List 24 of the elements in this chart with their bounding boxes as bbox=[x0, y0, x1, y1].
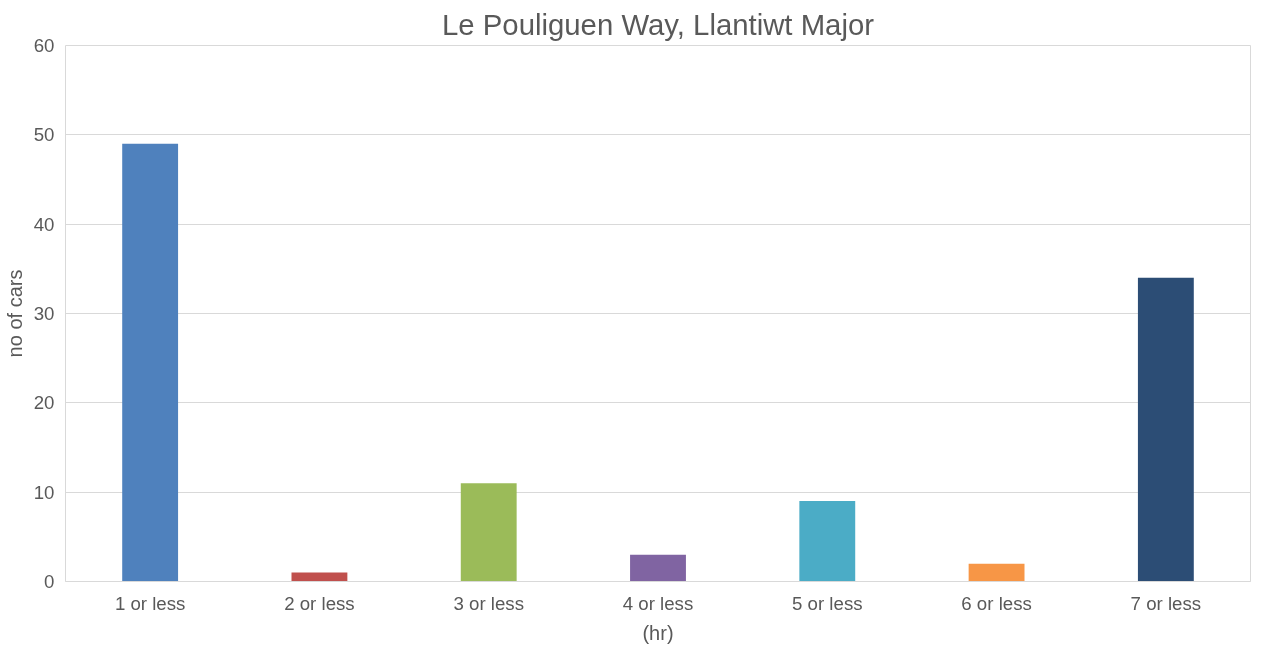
x-tick-label: 3 or less bbox=[453, 592, 524, 614]
x-tick-label: 7 or less bbox=[1130, 592, 1202, 614]
x-tick-label: 5 or less bbox=[792, 592, 863, 614]
bar bbox=[968, 563, 1025, 582]
y-tick-label: 50 bbox=[33, 124, 55, 146]
y-tick-label: 30 bbox=[33, 303, 55, 324]
y-tick-label: 10 bbox=[33, 481, 55, 503]
bar bbox=[799, 501, 856, 582]
x-tick-label: 1 or less bbox=[114, 592, 186, 614]
y-tick-label: 40 bbox=[33, 213, 55, 235]
bar bbox=[291, 572, 348, 582]
y-tick-label: 20 bbox=[33, 392, 55, 414]
x-tick-label: 2 or less bbox=[284, 592, 355, 614]
x-tick-label: 4 or less bbox=[622, 592, 694, 614]
bar bbox=[460, 483, 517, 582]
y-tick-label: 0 bbox=[44, 571, 55, 592]
bar bbox=[630, 554, 686, 582]
bar bbox=[122, 143, 179, 582]
x-axis-title: (hr) bbox=[642, 621, 674, 644]
y-axis-title: no of cars bbox=[3, 269, 26, 358]
y-tick-label: 60 bbox=[33, 35, 55, 56]
x-tick-label: 6 or less bbox=[961, 592, 1032, 614]
bar bbox=[1137, 277, 1194, 582]
chart-title: Le Pouliguen Way, Llantiwt Major bbox=[442, 7, 875, 41]
